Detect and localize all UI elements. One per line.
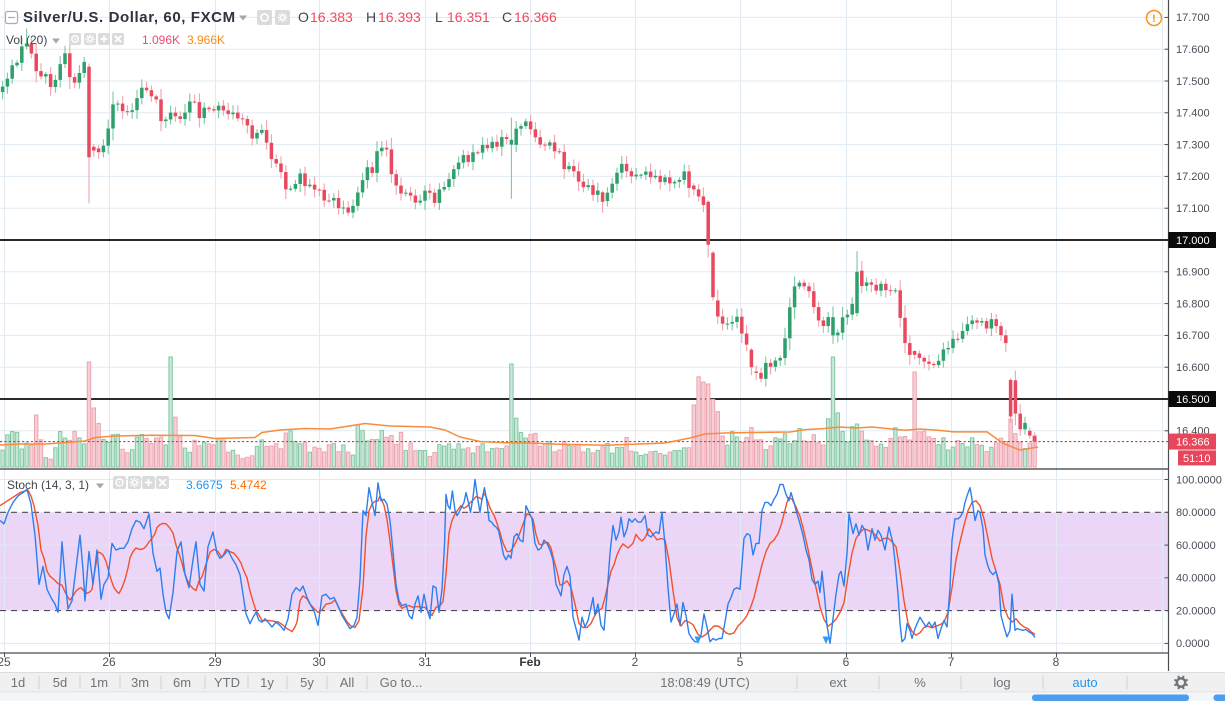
svg-text:H: H — [366, 9, 376, 25]
svg-text:auto: auto — [1072, 675, 1097, 690]
svg-text:6: 6 — [843, 655, 850, 669]
svg-text:80.0000: 80.0000 — [1176, 507, 1216, 519]
svg-text:30: 30 — [312, 655, 326, 669]
svg-text:18:08:49 (UTC): 18:08:49 (UTC) — [660, 675, 750, 690]
svg-text:3.966K: 3.966K — [187, 33, 225, 47]
svg-text:8: 8 — [1053, 655, 1060, 669]
svg-text:17.600: 17.600 — [1176, 44, 1210, 56]
svg-text:Vol (20): Vol (20) — [6, 33, 47, 47]
svg-text:51:10: 51:10 — [1183, 453, 1211, 465]
svg-text:31: 31 — [418, 655, 432, 669]
svg-text:17.100: 17.100 — [1176, 203, 1210, 215]
svg-text:5d: 5d — [53, 675, 67, 690]
svg-text:1m: 1m — [90, 675, 108, 690]
svg-text:7: 7 — [948, 655, 955, 669]
svg-text:17.400: 17.400 — [1176, 108, 1210, 120]
svg-text:C: C — [502, 9, 512, 25]
svg-text:17.300: 17.300 — [1176, 139, 1210, 151]
svg-text:16.600: 16.600 — [1176, 362, 1210, 374]
svg-text:Feb: Feb — [519, 655, 540, 669]
svg-text:!: ! — [1152, 13, 1156, 25]
svg-text:log: log — [993, 675, 1010, 690]
svg-text:1y: 1y — [260, 675, 274, 690]
svg-text:29: 29 — [208, 655, 222, 669]
svg-text:3m: 3m — [131, 675, 149, 690]
svg-text:17.200: 17.200 — [1176, 171, 1210, 183]
svg-text:%: % — [914, 675, 926, 690]
svg-text:16.800: 16.800 — [1176, 298, 1210, 310]
svg-text:2: 2 — [632, 655, 639, 669]
svg-text:25: 25 — [0, 655, 11, 669]
svg-text:3.6675: 3.6675 — [186, 478, 223, 492]
svg-text:5y: 5y — [300, 675, 314, 690]
svg-text:17.700: 17.700 — [1176, 12, 1210, 24]
svg-text:40.0000: 40.0000 — [1176, 573, 1216, 585]
svg-text:1d: 1d — [11, 675, 25, 690]
svg-text:5: 5 — [737, 655, 744, 669]
svg-text:17.000: 17.000 — [1176, 235, 1210, 247]
svg-text:6m: 6m — [173, 675, 191, 690]
svg-text:16.383: 16.383 — [310, 9, 353, 25]
svg-text:16.366: 16.366 — [1176, 436, 1210, 448]
svg-text:16.700: 16.700 — [1176, 330, 1210, 342]
svg-text:YTD: YTD — [214, 675, 240, 690]
svg-text:17.500: 17.500 — [1176, 76, 1210, 88]
svg-text:26: 26 — [102, 655, 116, 669]
svg-text:All: All — [340, 675, 355, 690]
svg-text:60.0000: 60.0000 — [1176, 540, 1216, 552]
svg-text:0.0000: 0.0000 — [1176, 638, 1210, 650]
svg-text:16.393: 16.393 — [378, 9, 421, 25]
svg-text:16.500: 16.500 — [1176, 394, 1210, 406]
svg-text:L: L — [435, 9, 443, 25]
svg-text:O: O — [298, 9, 309, 25]
svg-text:Silver/U.S. Dollar, 60, FXCM: Silver/U.S. Dollar, 60, FXCM — [23, 9, 236, 26]
svg-text:16.900: 16.900 — [1176, 267, 1210, 279]
svg-text:16.366: 16.366 — [514, 9, 557, 25]
svg-text:5.4742: 5.4742 — [230, 478, 267, 492]
svg-text:ext: ext — [829, 675, 847, 690]
svg-text:Stoch (14, 3, 1): Stoch (14, 3, 1) — [7, 478, 89, 492]
svg-text:100.0000: 100.0000 — [1176, 474, 1222, 486]
svg-text:1.096K: 1.096K — [142, 33, 180, 47]
svg-text:16.351: 16.351 — [447, 9, 490, 25]
svg-text:20.0000: 20.0000 — [1176, 605, 1216, 617]
svg-text:Go to...: Go to... — [380, 675, 423, 690]
